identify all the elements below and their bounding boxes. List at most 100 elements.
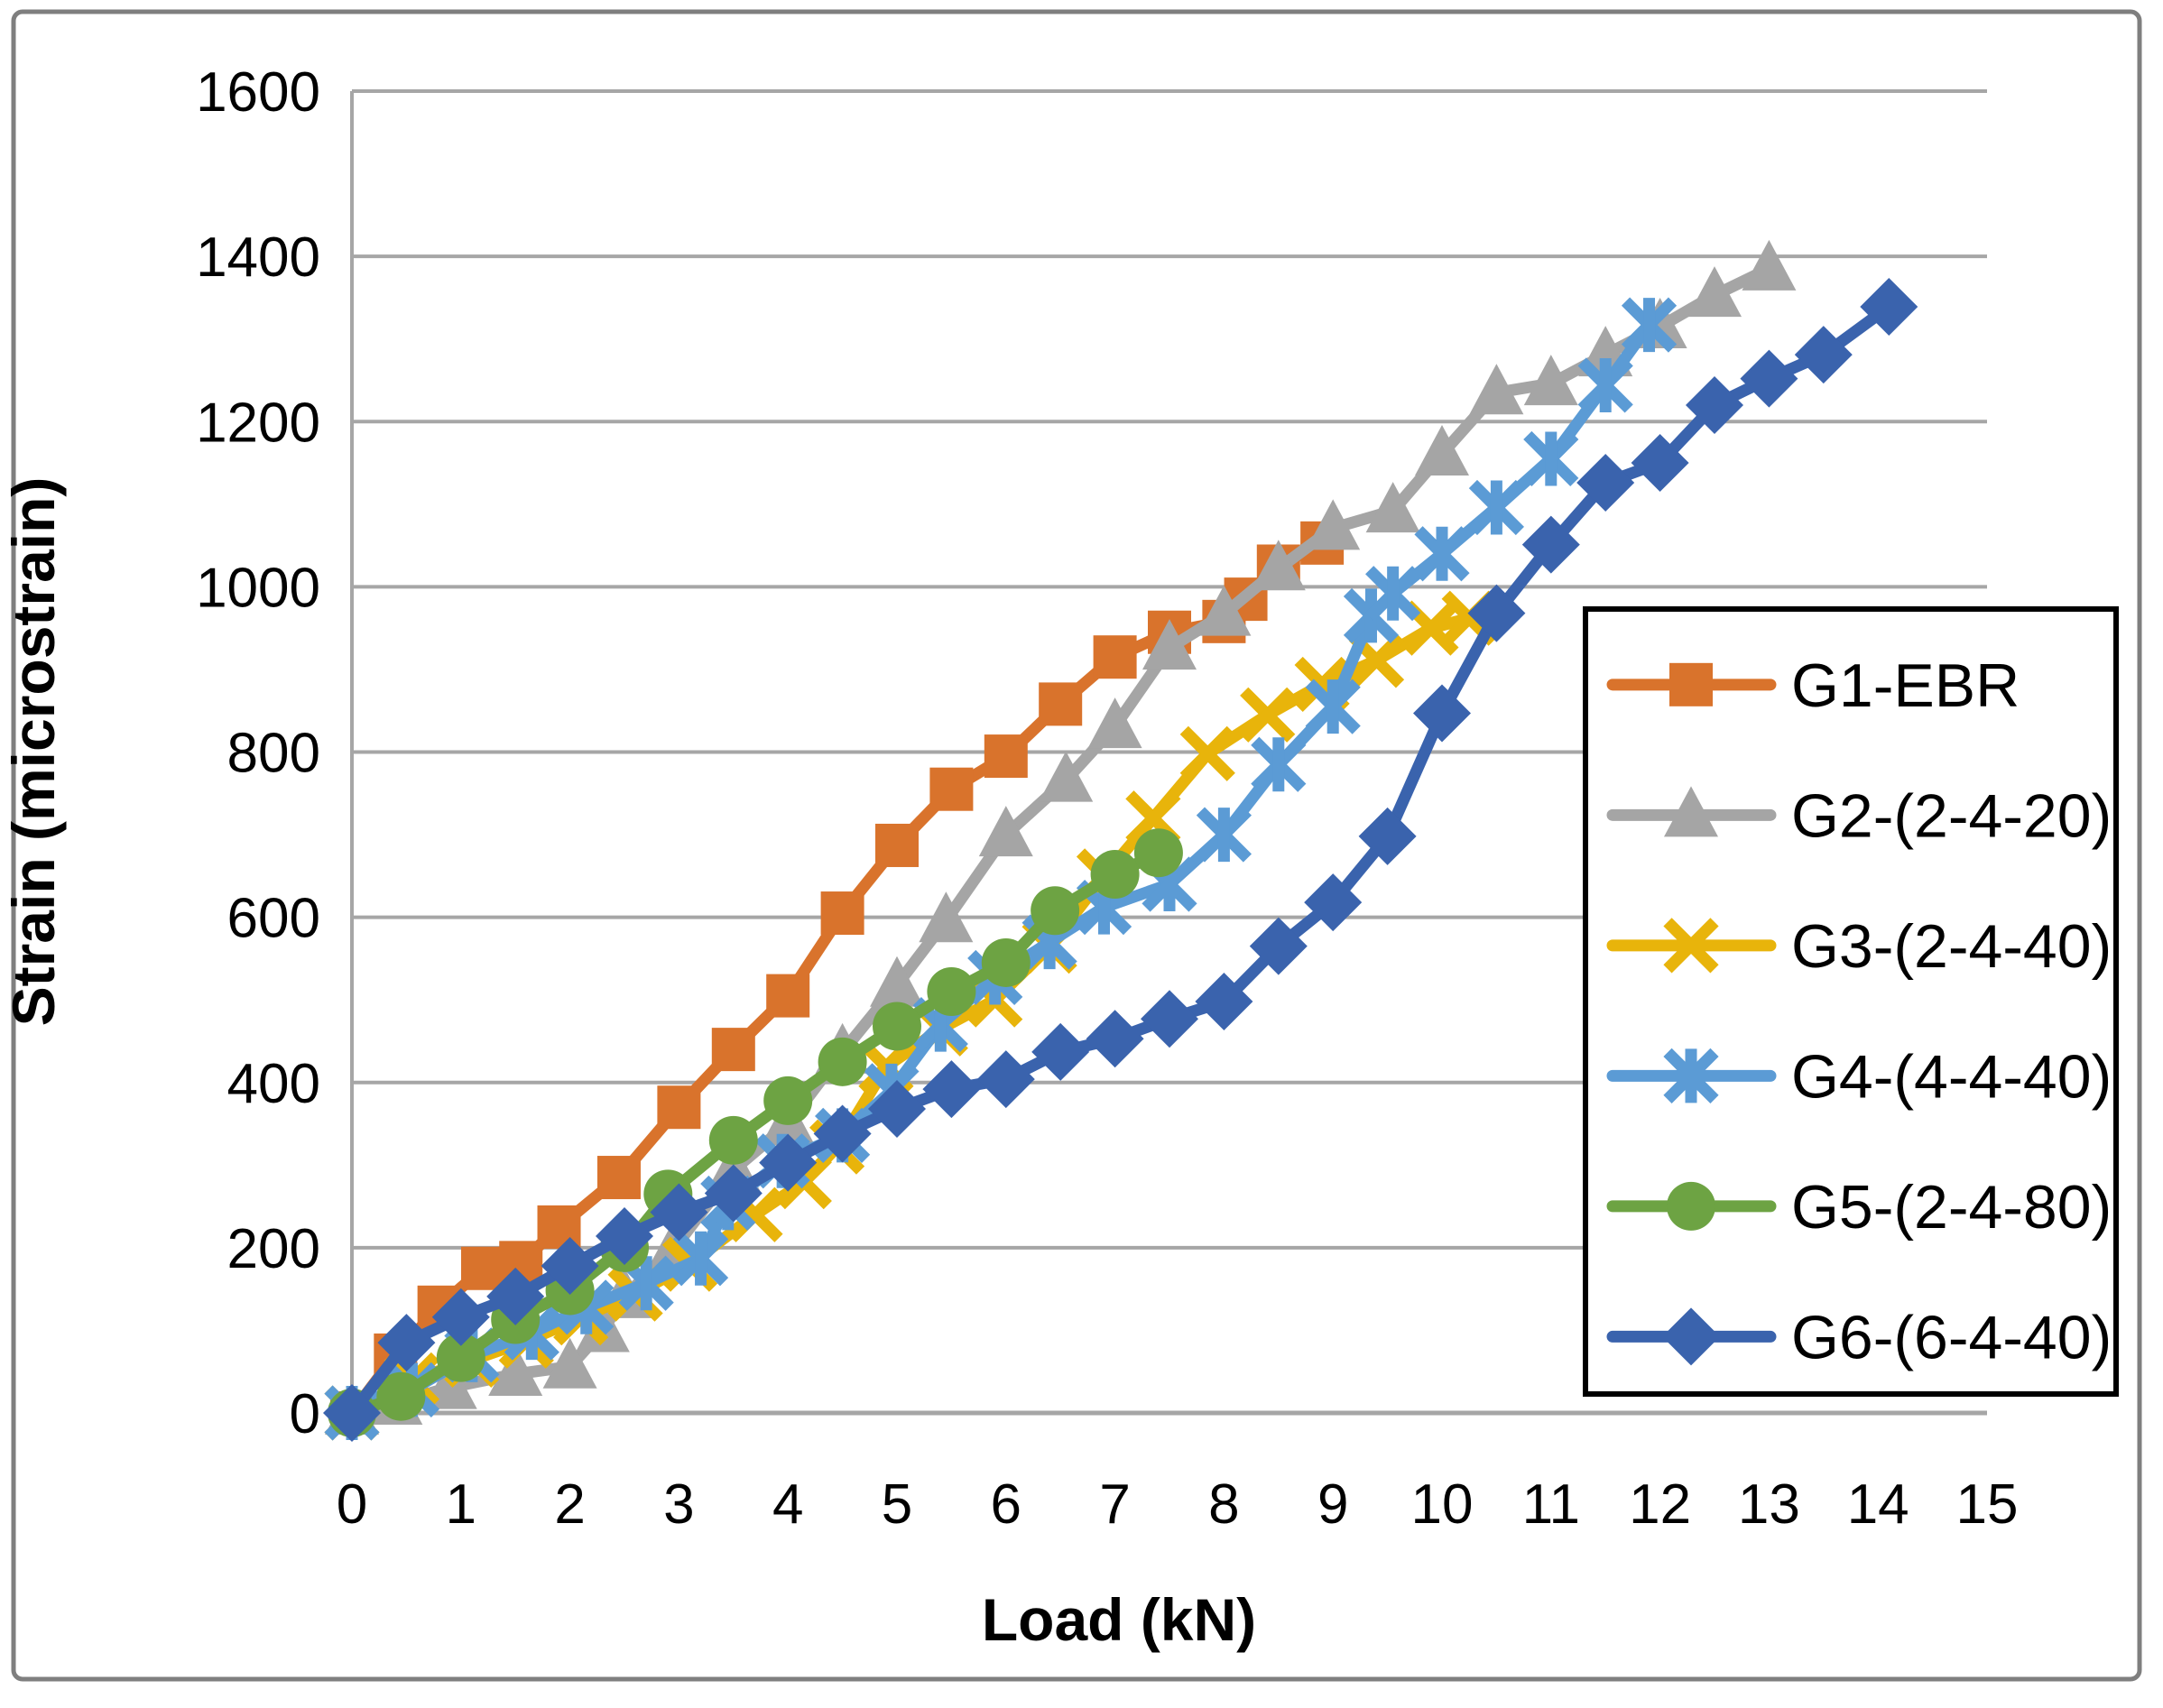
square-marker (984, 734, 1028, 779)
legend-label: G1-EBR (1791, 651, 2020, 720)
x-tick-label-9: 9 (1317, 1473, 1348, 1536)
diamond-marker (1141, 990, 1198, 1048)
star-marker (1468, 479, 1524, 536)
triangle-marker (870, 956, 924, 1007)
legend: G1-EBR G2-(2-4-20) G3-(2-4-40) G4-(4-4-40) G… (1583, 606, 2119, 1397)
diamond-marker (1304, 873, 1363, 932)
diamond-marker (1358, 807, 1417, 865)
circle-marker (1031, 886, 1080, 936)
triangle-marker (1039, 751, 1094, 802)
diamond-marker (650, 1183, 708, 1242)
diamond-marker (1860, 277, 1918, 336)
diamond-marker (431, 1288, 490, 1346)
square-marker (766, 974, 810, 1018)
y-tick-label-1200: 1200 (196, 392, 320, 454)
square-marker (657, 1085, 701, 1130)
diamond-marker (1521, 515, 1580, 574)
legend-entry: G6-(6-4-40) (1606, 1303, 2112, 1371)
legend-entry: G2-(2-4-20) (1606, 781, 2112, 850)
star-marker (1365, 566, 1421, 622)
x-tick-label-1: 1 (446, 1473, 476, 1536)
legend-entry: G5-(2-4-80) (1606, 1173, 2112, 1242)
circle-marker (763, 1076, 813, 1125)
diamond-marker (704, 1164, 763, 1223)
star-marker (1621, 297, 1678, 353)
circle-marker (708, 1115, 758, 1165)
star-marker (1577, 357, 1633, 413)
y-tick-label-1000: 1000 (196, 557, 320, 619)
square-marker (460, 1246, 504, 1290)
diamond-marker (1794, 326, 1853, 384)
series-line (346, 846, 1165, 1419)
diamond-marker (541, 1237, 599, 1296)
square-marker (820, 891, 864, 936)
legend-label: G4-(4-4-40) (1791, 1042, 2112, 1111)
star-marker (1414, 526, 1470, 582)
star-marker (1196, 807, 1252, 863)
triangle-marker (1415, 424, 1469, 475)
diamond-marker (1195, 973, 1253, 1031)
diamond-marker (1031, 1022, 1090, 1081)
data-series (323, 239, 1918, 1442)
square-marker (711, 1028, 755, 1072)
triangle-marker (1087, 697, 1142, 749)
legend-entry: G4-(4-4-40) (1606, 1042, 2112, 1111)
series-G6-(6-4-40) (323, 277, 1918, 1442)
x-tick-label-14: 14 (1847, 1473, 1909, 1536)
x-tick-label-6: 6 (991, 1473, 1021, 1536)
legend-entry: G1-EBR (1606, 651, 2020, 720)
x-tick-label-15: 15 (1956, 1473, 2019, 1536)
x-tick-label-12: 12 (1629, 1473, 1691, 1536)
circle-marker (981, 937, 1031, 987)
x-tick-label-2: 2 (554, 1473, 585, 1536)
circle-marker (1667, 1181, 1715, 1231)
y-tick-label-600: 600 (227, 888, 320, 950)
y-tick-label-400: 400 (227, 1053, 320, 1115)
circle-marker (927, 967, 976, 1017)
diamond-marker (1086, 1010, 1144, 1068)
legend-label: G6-(6-4-40) (1791, 1303, 2112, 1371)
diamond-marker (1249, 917, 1308, 975)
diamond-marker (486, 1267, 545, 1325)
triangle-marker (978, 806, 1033, 857)
diamond-marker (922, 1060, 981, 1119)
square-marker (1669, 662, 1713, 706)
circle-marker (873, 1002, 921, 1051)
legend-box (1583, 606, 2119, 1397)
x-tick-label-4: 4 (772, 1473, 803, 1536)
diamond-marker (323, 1384, 381, 1442)
diamond-marker (1662, 1307, 1720, 1366)
circle-marker (1090, 850, 1140, 900)
circle-marker (1133, 828, 1183, 878)
diamond-marker (759, 1133, 818, 1192)
triangle-marker (1197, 585, 1252, 636)
x-tick-label-5: 5 (882, 1473, 912, 1536)
diamond-marker (813, 1104, 872, 1163)
y-tick-label-1400: 1400 (196, 226, 320, 289)
x-tick-label-13: 13 (1738, 1473, 1800, 1536)
star-marker (1663, 1048, 1719, 1103)
star-marker (1305, 679, 1361, 734)
y-tick-label-800: 800 (227, 723, 320, 785)
x-tick-label-0: 0 (337, 1473, 367, 1536)
square-marker (875, 823, 919, 867)
x-marker (1179, 725, 1235, 781)
y-tick-label-1600: 1600 (196, 61, 320, 124)
x-marker (1663, 918, 1719, 974)
x-tick-label-11: 11 (1522, 1473, 1580, 1536)
diamond-marker (377, 1314, 436, 1372)
legend-label: G5-(2-4-80) (1791, 1173, 2112, 1242)
diamond-marker (976, 1050, 1035, 1109)
x-tick-label-3: 3 (663, 1473, 694, 1536)
diamond-marker (1740, 349, 1798, 408)
star-marker (672, 1231, 729, 1287)
triangle-marker (1687, 266, 1742, 318)
diamond-marker (596, 1207, 653, 1266)
diamond-marker (1467, 584, 1526, 642)
y-axis-title: Strain (microstrain) (0, 477, 67, 1027)
triangle-marker (1306, 499, 1361, 550)
diamond-marker (1686, 375, 1743, 434)
triangle-marker (488, 1344, 543, 1396)
